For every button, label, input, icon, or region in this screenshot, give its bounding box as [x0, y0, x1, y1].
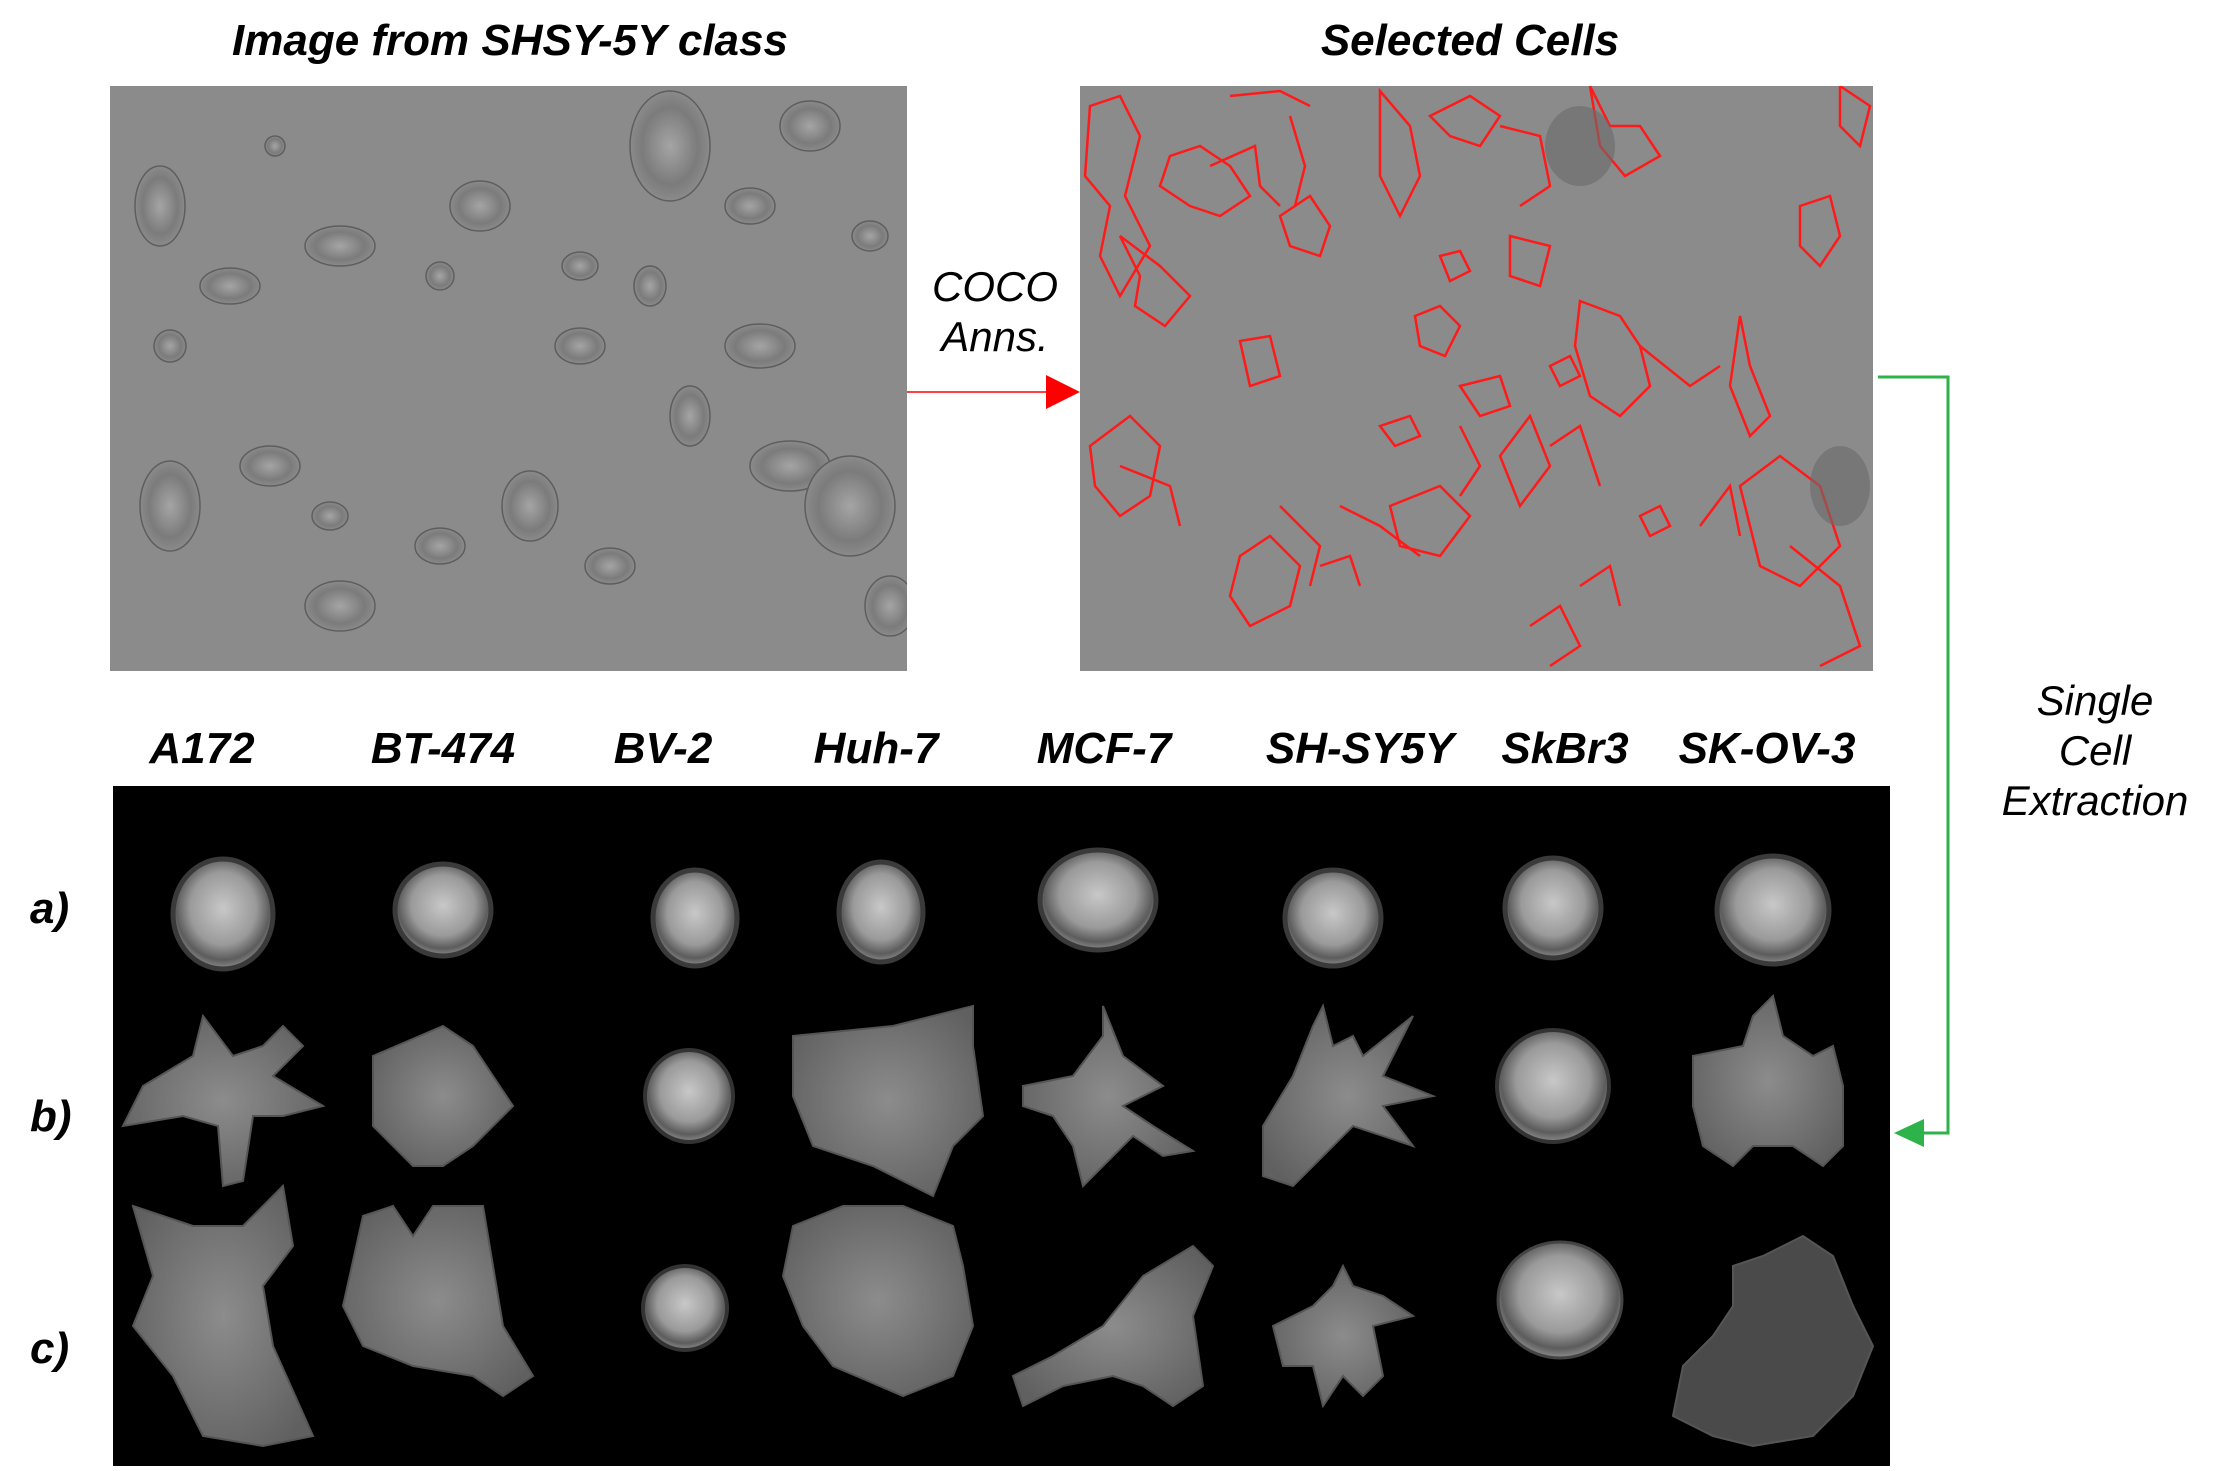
cell-line-label-bt474: BT-474: [370, 724, 516, 773]
cell-line-label-shsy5y: SH-SY5Y: [1265, 724, 1455, 773]
cell-c-shsy5y: [1271, 1263, 1416, 1409]
cell-b-a172: [121, 1013, 326, 1188]
extraction-label-line2: Cell: [2058, 727, 2132, 774]
row-label-a: a): [30, 884, 70, 933]
cell-b-skbr3: [1495, 1028, 1611, 1144]
cell-b-mcf7: [1022, 1005, 1196, 1188]
cell-a-huh7: [836, 859, 926, 965]
cell-a-skbr3: [1502, 855, 1604, 961]
extraction-label-line1: Single: [2036, 677, 2154, 724]
left-image-title: Image from SHSY-5Y class: [232, 16, 788, 65]
row-label-b: b): [30, 1092, 72, 1141]
cell-line-label-mcf7: MCF-7: [1036, 724, 1172, 773]
coco-arrow-head: [1046, 375, 1080, 409]
cell-a-bv2: [650, 867, 740, 969]
coco-label-line2: Anns.: [941, 313, 1049, 360]
single-cell-grid: [113, 786, 1890, 1466]
cell-line-label-a172: A172: [149, 724, 255, 773]
cell-line-label-huh7: Huh-7: [813, 724, 939, 773]
extraction-label-line3: Extraction: [2001, 777, 2189, 824]
cell-c-bt474: [341, 1204, 535, 1398]
row-label-c: c): [30, 1324, 70, 1373]
annotated-microscopy-image: [1080, 86, 1873, 671]
cell-a-skov3: [1714, 853, 1832, 967]
cell-a-a172: [170, 856, 276, 972]
single-cell-extraction-label: Single Cell Extraction: [1975, 676, 2215, 826]
cell-c-huh7: [781, 1205, 975, 1398]
cell-c-skbr3: [1496, 1240, 1624, 1360]
cell-c-skov3: [1671, 1234, 1875, 1448]
cell-c-a172: [131, 1183, 315, 1448]
cell-a-mcf7: [1037, 847, 1159, 953]
raw-microscopy-image: [110, 86, 907, 671]
cell-b-bt474: [372, 1024, 515, 1167]
cell-line-label-skbr3: SkBr3: [1501, 724, 1629, 773]
coco-label-line1: COCO: [932, 263, 1058, 310]
cell-a-shsy5y: [1282, 867, 1384, 969]
cell-line-label-skov3: SK-OV-3: [1678, 724, 1856, 773]
cell-b-shsy5y: [1262, 1003, 1437, 1188]
cell-c-bv2: [641, 1264, 729, 1352]
cell-line-label-bv2: BV-2: [613, 724, 713, 773]
right-image-title: Selected Cells: [1320, 16, 1620, 65]
coco-annotations-label: COCO Anns.: [910, 262, 1080, 362]
single-cell-drawings: [121, 847, 1875, 1448]
cell-c-mcf7: [1011, 1244, 1215, 1408]
cell-b-skov3: [1692, 994, 1844, 1168]
extraction-arrow-head: [1894, 1119, 1924, 1147]
cell-b-bv2: [643, 1048, 735, 1144]
cell-b-huh7: [792, 1004, 985, 1198]
raw-cells-drawing: [134, 90, 907, 637]
annotation-overlay: [1083, 86, 1872, 668]
cell-a-bt474: [392, 861, 494, 959]
